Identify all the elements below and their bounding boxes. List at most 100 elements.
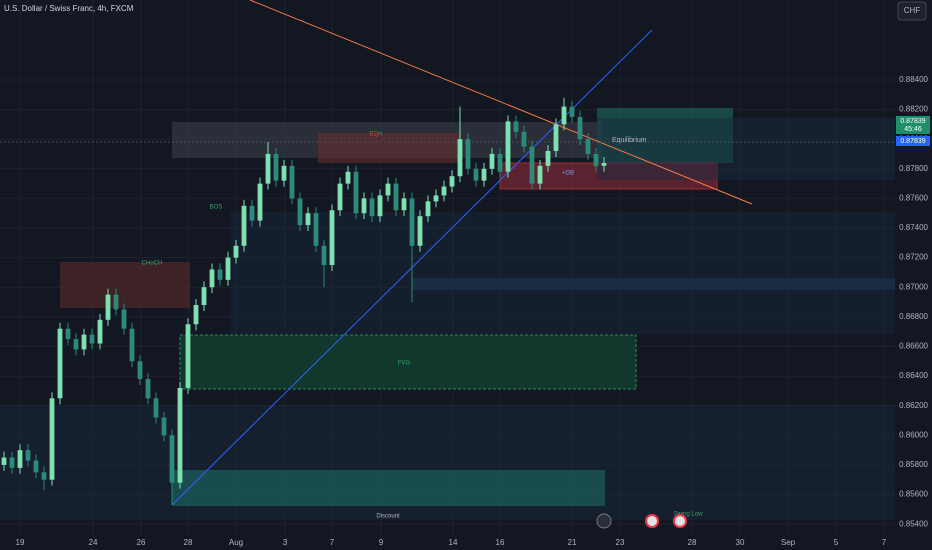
candle-body (17, 450, 23, 468)
candle-body (257, 183, 263, 221)
zone (318, 133, 460, 163)
candle-body (409, 198, 415, 246)
y-tick-label: 0.86600 (899, 342, 928, 351)
x-tick-label: 5 (834, 538, 839, 547)
event-icon[interactable] (673, 514, 687, 528)
y-tick-label: 0.87200 (899, 253, 928, 262)
candle-body (385, 183, 391, 196)
x-tick-label: 7 (330, 538, 335, 547)
candle-body (473, 168, 479, 181)
x-tick-label: Aug (229, 538, 243, 547)
candle-body (225, 257, 231, 280)
y-tick-label: 0.86400 (899, 371, 928, 380)
x-tick-label: 28 (184, 538, 193, 547)
candle-body (193, 305, 199, 325)
candle-body (81, 334, 87, 350)
candle-body (369, 198, 375, 217)
candle-body (265, 153, 271, 184)
zone (230, 212, 895, 334)
candle-body (433, 195, 439, 202)
candle-body (337, 183, 343, 211)
candle-body (1, 457, 7, 465)
x-tick-label: 23 (616, 538, 625, 547)
countdown: 45:46 (904, 126, 922, 133)
price-axis (895, 0, 932, 550)
candle-body (297, 198, 303, 226)
y-tick-label: 0.85600 (899, 490, 928, 499)
candle-body (97, 319, 103, 344)
candle-body (57, 328, 63, 399)
annotation: CHoCH (142, 261, 163, 267)
candle-body (345, 171, 351, 184)
candle-body (585, 139, 591, 154)
candle-body (89, 334, 95, 344)
annotation: Equilibrium (612, 137, 647, 144)
trend-line (249, 0, 753, 205)
zones (0, 108, 895, 520)
y-tick-label: 0.88200 (899, 105, 928, 114)
candle-body (561, 106, 567, 125)
candle-body (33, 460, 39, 473)
candle-body (577, 116, 583, 140)
candle-body (529, 146, 535, 184)
candle-body (313, 213, 319, 246)
candle-body (25, 450, 31, 461)
x-tick-label: Sep (781, 538, 796, 547)
candle-body (497, 153, 503, 172)
candle-body (9, 457, 15, 468)
candle-body (353, 171, 359, 214)
price-tag-label: 0.87839 (900, 138, 925, 145)
candle-body (233, 245, 239, 258)
candle-body (281, 165, 287, 181)
candle-body (505, 121, 511, 172)
candle-body (65, 328, 71, 340)
y-tick-label: 0.87800 (899, 164, 928, 173)
y-tick-label: 0.86000 (899, 430, 928, 439)
x-tick-label: 30 (736, 538, 745, 547)
candle-body (465, 139, 471, 169)
currency-label[interactable]: CHF (904, 6, 921, 15)
time-axis (0, 536, 895, 550)
candle-body (249, 205, 255, 221)
candle-body (217, 269, 223, 280)
y-tick-label: 0.87600 (899, 194, 928, 203)
event-icon[interactable] (645, 514, 659, 528)
candle-body (113, 294, 119, 310)
candle-body (393, 183, 399, 211)
candle-body (289, 165, 295, 199)
y-tick-label: 0.85400 (899, 519, 928, 528)
annotation: EQH (369, 132, 382, 138)
zone (597, 118, 895, 180)
candle-body (593, 153, 599, 166)
event-icon[interactable] (596, 513, 612, 529)
zone (412, 278, 895, 290)
candle-body (153, 398, 159, 418)
candle-body (41, 472, 47, 480)
x-tick-label: 14 (449, 538, 458, 547)
candle-body (521, 131, 527, 147)
candle-body (537, 165, 543, 184)
candle-body (601, 163, 607, 166)
y-tick-label: 0.86200 (899, 401, 928, 410)
candle-body (401, 198, 407, 211)
candle-body (201, 287, 207, 306)
y-tick-label: 0.86800 (899, 312, 928, 321)
fvg-zone (179, 334, 637, 390)
currency-button[interactable] (897, 1, 927, 21)
candle-body (481, 168, 487, 181)
candle-body (553, 124, 559, 152)
annotation: +OB (562, 171, 574, 177)
candle-body (449, 176, 455, 187)
x-tick-label: 16 (496, 538, 505, 547)
x-tick-label: 3 (283, 538, 288, 547)
candle-body (457, 139, 463, 177)
x-tick-label: 19 (16, 538, 25, 547)
price-tag (896, 136, 930, 146)
y-tick-label: 0.85800 (899, 460, 928, 469)
x-tick-label: 24 (89, 538, 98, 547)
x-tick-label: 7 (882, 538, 887, 547)
candle-body (121, 309, 127, 329)
supply-zone (60, 262, 190, 308)
candle-body (177, 387, 183, 483)
